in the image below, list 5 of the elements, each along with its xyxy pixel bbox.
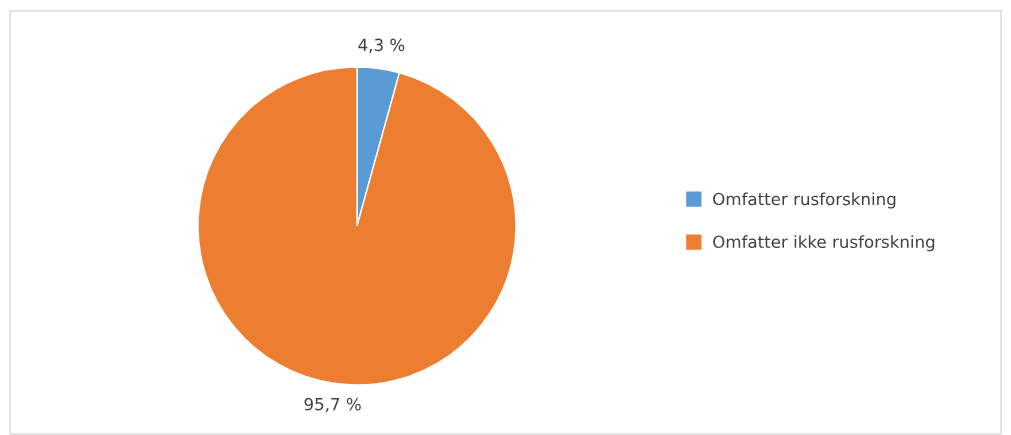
data-label: 4,3 %	[358, 38, 405, 53]
legend-label: Omfatter ikke rusforskning	[713, 235, 935, 252]
data-label: 95,7 %	[304, 397, 361, 413]
pie-slice	[197, 66, 517, 386]
legend-label: Omfatter rusforskning	[713, 192, 896, 209]
